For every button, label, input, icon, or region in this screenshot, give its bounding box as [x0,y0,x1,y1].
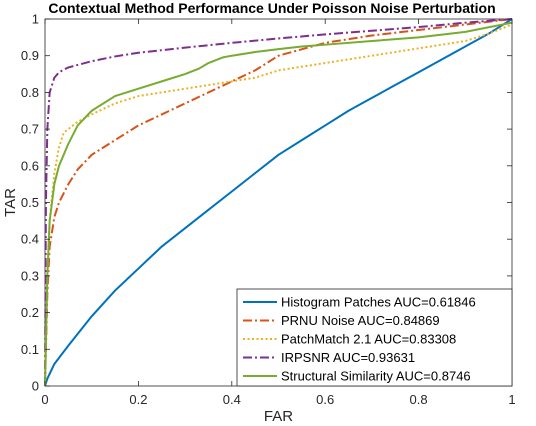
legend: Histogram Patches AUC=0.61846 PRNU Noise … [236,288,513,387]
x-axis-label: FAR [264,408,293,425]
series-line-3 [44,23,513,387]
y-tick-label: 0.7 [21,122,39,137]
y-tick-label: 0.6 [21,158,39,173]
y-tick-label: 0.3 [21,268,39,283]
legend-label: Histogram Patches AUC=0.61846 [281,295,476,310]
legend-label: PRNU Noise AUC=0.84869 [281,313,440,328]
y-tick-label: 0.5 [21,195,39,210]
x-tick-label: 0.6 [316,392,334,407]
legend-label: IRPSNR AUC=0.93631 [281,350,415,365]
legend-box [236,288,513,387]
y-tick-label: 0.2 [21,305,39,320]
legend-label: PatchMatch 2.1 AUC=0.83308 [281,332,456,347]
series-line-1 [44,18,513,387]
x-tick-label: 0.4 [223,392,241,407]
legend-label: Structural Similarity AUC=0.8746 [281,369,471,384]
y-tick-label: 0.8 [21,85,39,100]
chart-title: Contextual Method Performance Under Pois… [48,0,495,16]
series-line-4 [44,18,513,387]
series-line-5 [44,21,513,387]
series-line-2 [44,18,513,387]
x-tick-label: 0.8 [410,392,428,407]
x-tick-label: 0.2 [129,392,147,407]
series-layer [44,18,513,387]
tick-layer: 0 0.2 0.4 0.6 0.8 1 0 0.1 0.2 0.3 0.4 0.5 0.6 0.7 0.8 0… [21,12,516,408]
legend-items: Histogram Patches AUC=0.61846 PRNU Noise … [243,295,476,384]
x-tick-label: 1 [508,392,515,407]
x-tick-label: 0 [41,392,48,407]
y-tick-label: 0.1 [21,342,39,357]
y-axis-label: TAR [2,188,19,217]
y-tick-label: 0.4 [21,232,39,247]
y-tick-label: 0 [32,379,39,394]
y-tick-label: 0.9 [21,48,39,63]
y-tick-label: 1 [32,12,39,27]
